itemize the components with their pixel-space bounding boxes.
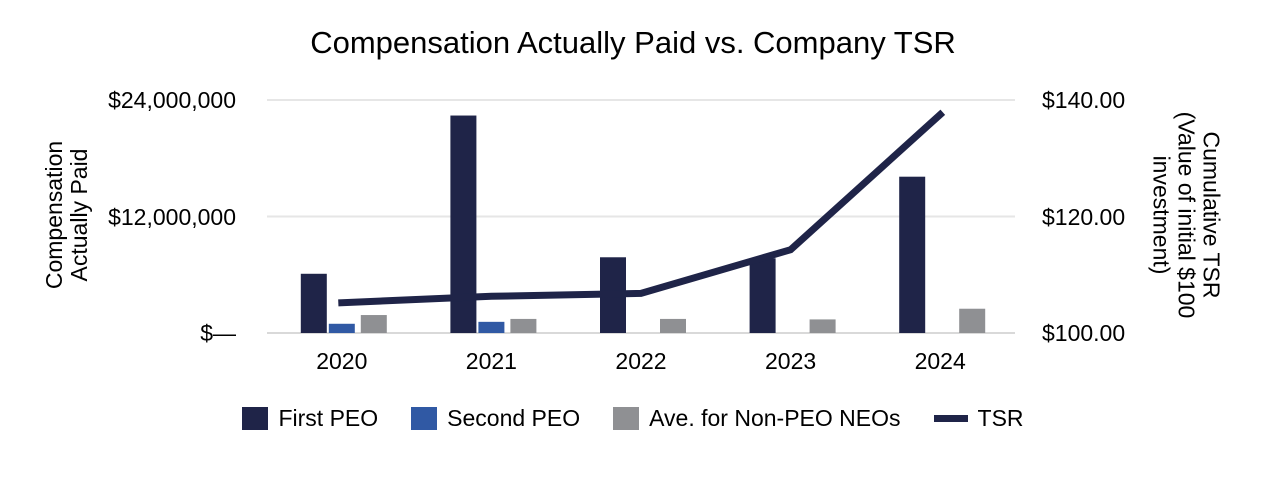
legend-label: First PEO <box>278 405 379 431</box>
bar-ave-for-non-peo-neos-2023 <box>809 319 836 333</box>
y-axis-right-tick: $140.00 <box>1042 87 1126 113</box>
y-axis-right-tick: $120.00 <box>1042 203 1126 230</box>
bar-second-peo-2020 <box>328 323 355 333</box>
bar-ave-for-non-peo-neos-2022 <box>660 318 686 333</box>
bar-first-peo-2023 <box>749 258 776 333</box>
legend: First PEO Second PEO Ave. for Non-PEO NEOs… <box>0 405 1266 431</box>
legend-item-second-peo: Second PEO <box>411 405 580 431</box>
legend-item-tsr: TSR <box>933 405 1024 431</box>
legend-line-marker <box>933 414 968 422</box>
x-axis-tick-2020: 2020 <box>316 348 368 374</box>
legend-swatch <box>411 406 438 430</box>
legend-label: TSR <box>977 405 1024 431</box>
legend-item-ave-for-non-peo-neos: Ave. for Non-PEO NEOs <box>613 405 901 431</box>
x-axis-tick-2022: 2022 <box>615 348 667 374</box>
legend-label: Second PEO <box>447 405 581 431</box>
y-axis-left-tick: $12,000,000 <box>108 203 236 230</box>
y-axis-left-tick: $— <box>200 320 236 346</box>
bar-first-peo-2020 <box>300 273 327 333</box>
legend-swatch <box>613 406 640 430</box>
bar-first-peo-2024 <box>899 176 926 333</box>
bar-ave-for-non-peo-neos-2021 <box>510 318 537 333</box>
bar-second-peo-2021 <box>478 321 505 333</box>
legend-swatch <box>242 406 269 430</box>
y-axis-right-tick: $100.00 <box>1042 320 1126 346</box>
x-axis-tick-2023: 2023 <box>765 348 817 374</box>
x-axis-tick-2024: 2024 <box>914 348 966 374</box>
bar-ave-for-non-peo-neos-2020 <box>360 315 387 333</box>
legend-label: Ave. for Non-PEO NEOs <box>649 405 901 431</box>
legend-item-first-peo: First PEO <box>242 405 378 431</box>
bar-ave-for-non-peo-neos-2024 <box>959 308 986 333</box>
tsr-line <box>338 109 946 307</box>
chart-title: Compensation Actually Paid vs. Company T… <box>310 25 956 60</box>
y-axis-left-tick: $24,000,000 <box>108 87 236 113</box>
x-axis-tick-2021: 2021 <box>465 348 517 374</box>
